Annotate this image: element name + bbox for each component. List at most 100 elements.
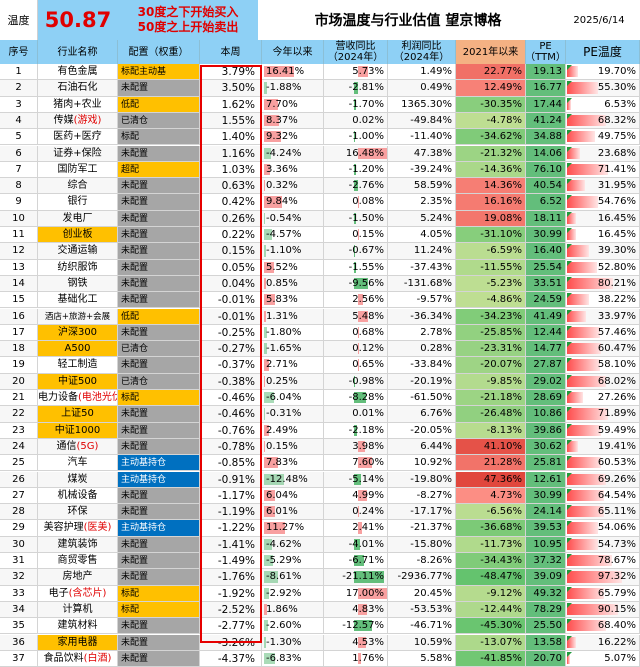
revenue-yoy: 17.00% <box>324 586 388 602</box>
industry-name: 美容护理(医美) <box>38 520 118 536</box>
pe-temperature: 65.11% <box>566 504 640 520</box>
row-index: 32 <box>0 569 38 585</box>
col-header-revenue[interactable]: 营收同比 （2024年） <box>324 40 388 64</box>
pe-temperature: 54.73% <box>566 537 640 553</box>
pe-temperature-value: 33.97% <box>598 311 636 322</box>
table-row[interactable]: 21电力设备(电池光伏)标配-0.46%-6.04%-8.28%-61.50%-… <box>0 390 640 406</box>
pe-ttm: 25.50 <box>526 618 566 634</box>
ytd-value: 1.86% <box>266 604 298 615</box>
industry-name-text: 综合 <box>68 180 88 191</box>
profit-yoy: 11.24% <box>388 243 456 259</box>
industry-name-text: 上证50 <box>61 408 94 419</box>
week-change: 1.03% <box>200 162 262 178</box>
corner-marker-icon <box>567 424 572 429</box>
pe-temperature-value: 58.10% <box>598 359 636 370</box>
col-header-ytd[interactable]: 今年以来 <box>262 40 324 64</box>
col-header-config[interactable]: 配置（权重） <box>118 40 200 64</box>
row-index: 19 <box>0 357 38 373</box>
pe-temperature-value: 60.47% <box>598 343 636 354</box>
pe-ttm: 49.32 <box>526 586 566 602</box>
week-change: -1.41% <box>200 537 262 553</box>
ytd-change: -1.88% <box>262 80 324 96</box>
since-2021-change: -21.32% <box>456 146 526 162</box>
col-header-pe-temp[interactable]: PE温度 <box>566 40 640 64</box>
industry-name: 电子(含芯片) <box>38 586 118 602</box>
corner-marker-icon <box>567 342 572 347</box>
col-header-name[interactable]: 行业名称 <box>38 40 118 64</box>
ytd-change: 0.25% <box>262 374 324 390</box>
pe-temperature: 16.45% <box>566 227 640 243</box>
row-index: 28 <box>0 504 38 520</box>
ytd-change: -4.24% <box>262 146 324 162</box>
ytd-change: -4.62% <box>262 537 324 553</box>
industry-name-text: 美容护理 <box>44 522 84 533</box>
revenue-yoy-value: -1.55% <box>349 262 384 273</box>
ytd-value: 6.01% <box>266 506 298 517</box>
corner-marker-icon <box>567 489 572 494</box>
pe-temperature: 90.15% <box>566 602 640 618</box>
row-index: 23 <box>0 423 38 439</box>
industry-name: 食品饮料(白酒) <box>38 651 118 667</box>
pe-temperature: 54.76% <box>566 194 640 210</box>
ytd-change: 1.86% <box>262 602 324 618</box>
since-2021-change: 21.28% <box>456 455 526 471</box>
industry-name: 沪深300 <box>38 325 118 341</box>
industry-name-text: A500 <box>65 343 91 354</box>
industry-name-text: 沪深300 <box>58 327 97 338</box>
col-header-pe[interactable]: PE （TTM） <box>526 40 566 64</box>
row-index: 13 <box>0 260 38 276</box>
row-index: 3 <box>0 97 38 113</box>
col-header-idx[interactable]: 序号 <box>0 40 38 64</box>
ytd-change: -1.65% <box>262 341 324 357</box>
pe-ttm: 78.29 <box>526 602 566 618</box>
temperature-label: 温度 <box>0 0 38 40</box>
week-change: 1.16% <box>200 146 262 162</box>
col-header-week[interactable]: 本周 <box>200 40 262 64</box>
pe-temperature-value: 97.32% <box>598 571 636 582</box>
corner-marker-icon <box>567 505 572 510</box>
col-header-profit[interactable]: 利润同比 （2024年） <box>388 40 456 64</box>
corner-marker-icon <box>567 456 572 461</box>
industry-name-text: 环保 <box>68 506 88 517</box>
corner-marker-icon <box>567 163 572 168</box>
pe-ttm: 6.52 <box>526 194 566 210</box>
industry-name-text: 轻工制造 <box>58 359 98 370</box>
col-header-since-2021[interactable]: 2021年以来 <box>456 40 526 64</box>
